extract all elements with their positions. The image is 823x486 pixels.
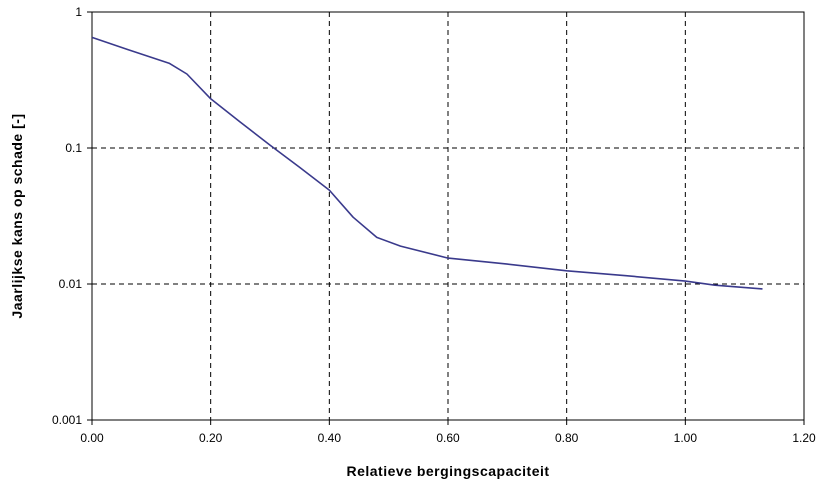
x-axis-title: Relatieve bergingscapaciteit	[346, 463, 549, 479]
y-tick-label: 0.01	[59, 277, 83, 291]
grid	[92, 12, 804, 420]
x-tick-label: 0.20	[199, 431, 223, 445]
x-tick-label: 1.20	[792, 431, 816, 445]
x-tick-label: 0.40	[318, 431, 342, 445]
series-layer	[91, 36, 763, 290]
y-tick-label: 0.1	[65, 141, 82, 155]
y-tick-label: 0.001	[52, 413, 82, 427]
plot-border	[91, 11, 805, 421]
series-line	[91, 36, 763, 290]
x-tick-label: 0.80	[555, 431, 579, 445]
axes	[87, 11, 805, 425]
x-tick-label: 0.60	[436, 431, 460, 445]
x-tick-label: 0.00	[80, 431, 104, 445]
y-tick-label: 1	[75, 5, 82, 19]
tick-labels: 0.00 0.20 0.40 0.60 0.80 1.00 1.20 1 0.1 0.01 0.00…	[52, 5, 816, 445]
y-axis-title: Jaarlijkse kans op schade [-]	[9, 113, 25, 318]
x-tick-label: 1.00	[674, 431, 698, 445]
